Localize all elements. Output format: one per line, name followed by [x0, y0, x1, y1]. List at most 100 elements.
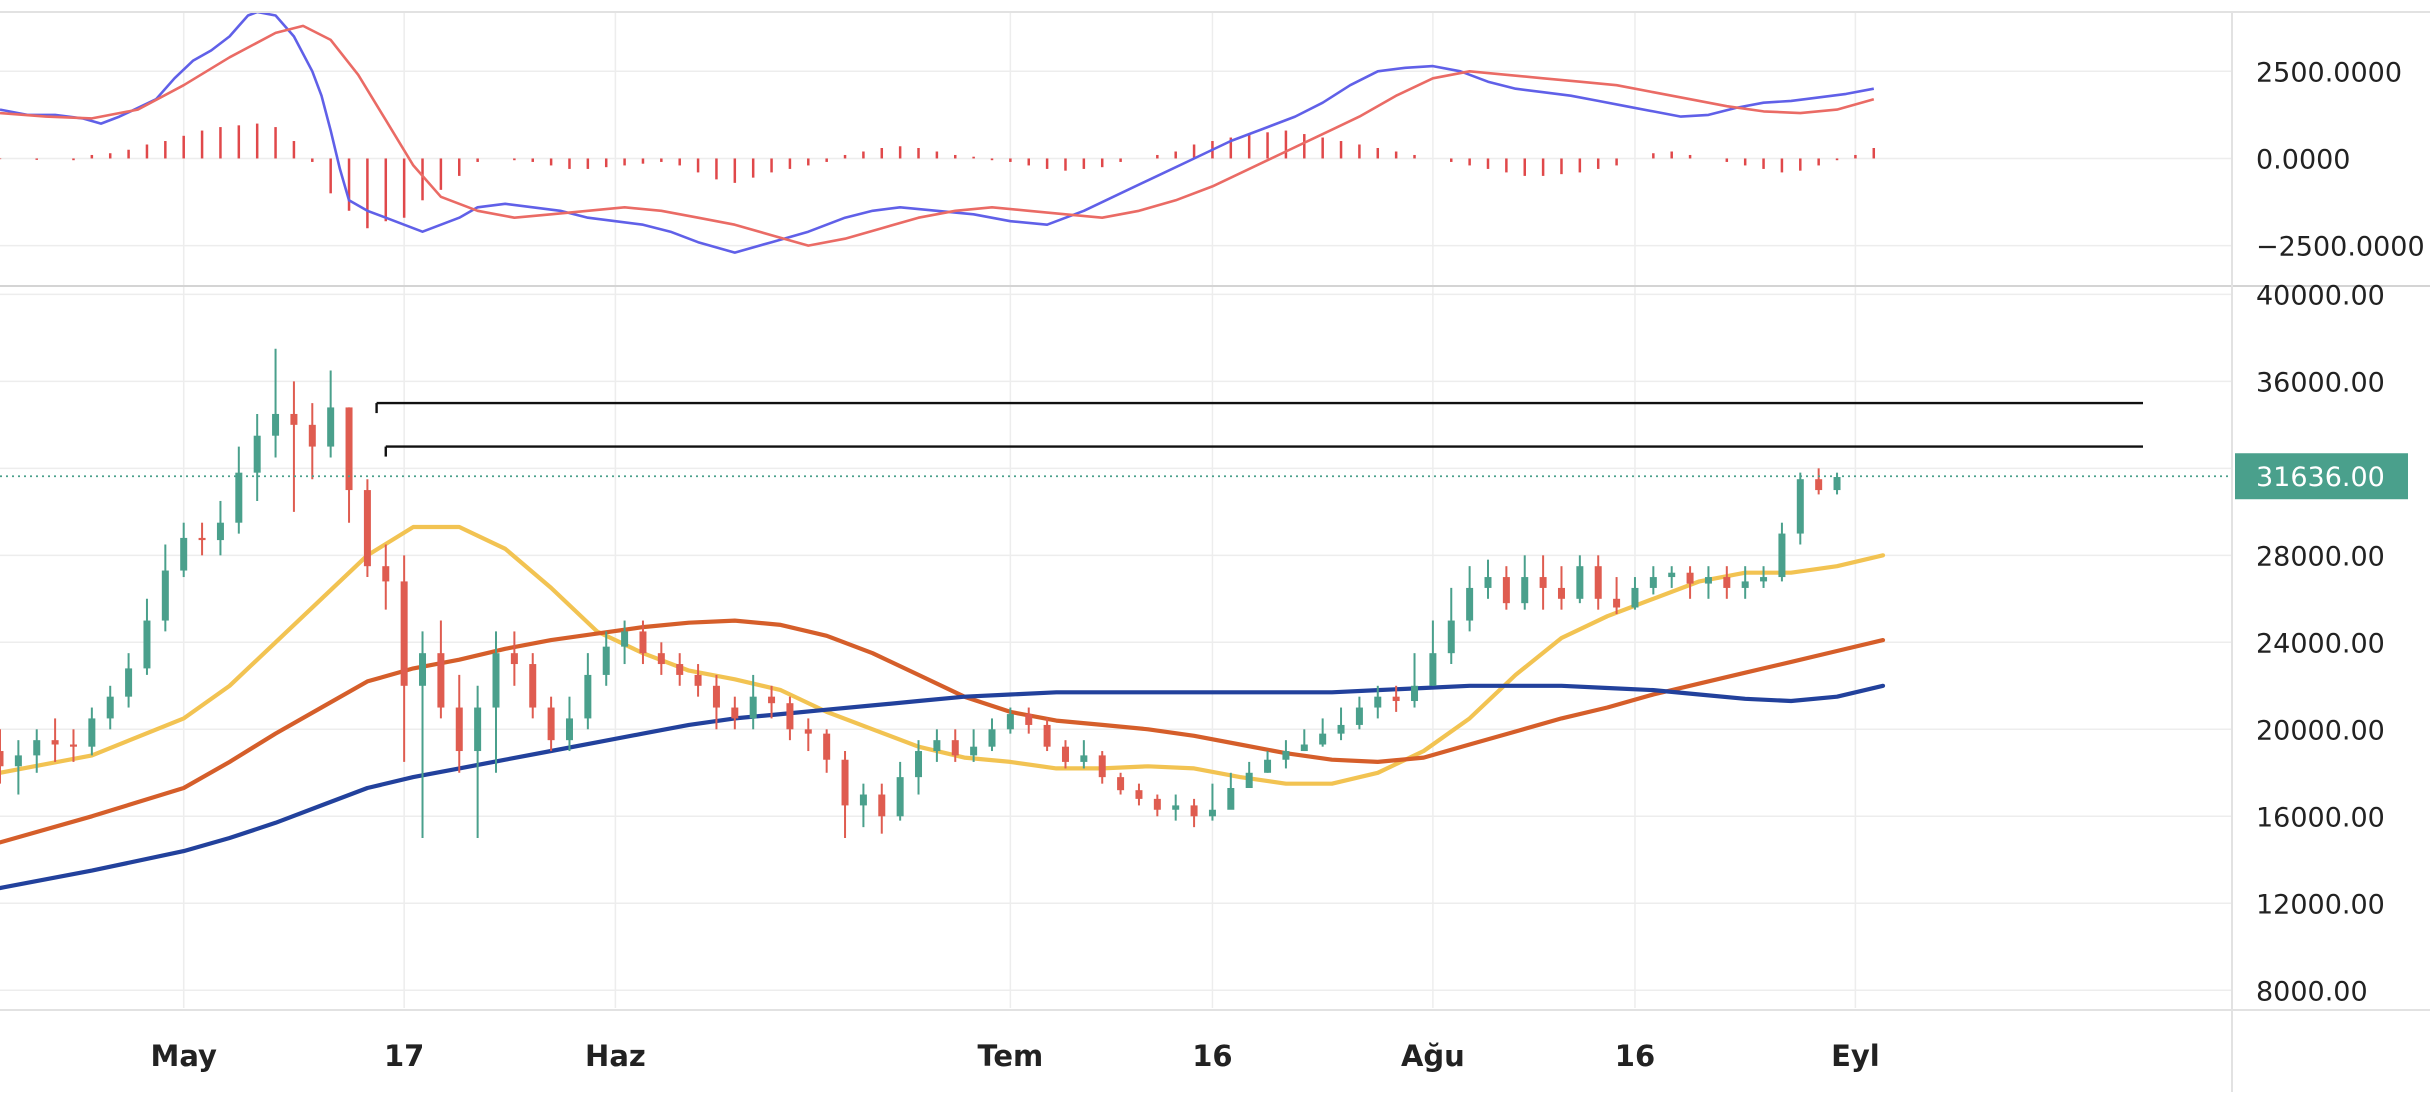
candle-body-up — [272, 413, 280, 436]
candle-body-up — [1447, 620, 1455, 654]
candle-body-up — [1521, 577, 1529, 604]
candle-body-up — [970, 746, 978, 756]
moving-average-line — [0, 683, 1886, 891]
candle-body-down — [0, 751, 4, 767]
price-panel — [0, 348, 2143, 891]
candle-body-up — [216, 522, 224, 541]
candle-body-down — [1613, 598, 1621, 608]
candle-body-up — [1760, 577, 1768, 582]
candle-body-down — [510, 653, 518, 665]
axes: 40000.00 36000.00 28000.00 24000.00 20000.00… — [0, 11, 2430, 1092]
candle-body-up — [1741, 581, 1749, 588]
candle-body-down — [639, 631, 647, 654]
grid — [0, 12, 2232, 1008]
candle-body-down — [676, 664, 684, 675]
time-tick-label: Tem — [977, 1039, 1043, 1073]
candle-body-down — [1190, 805, 1198, 817]
candle-body-up — [106, 696, 114, 719]
moving-average-line — [0, 524, 1886, 786]
candle-body-up — [125, 668, 133, 697]
macd-tick-label: 0.0000 — [2256, 144, 2350, 175]
candle-body-up — [1576, 566, 1584, 599]
candle-body-down — [345, 407, 353, 491]
candle-body-up — [1355, 707, 1363, 725]
candle-body-up — [1282, 751, 1290, 760]
price-tick-label: 16000.00 — [2256, 802, 2385, 833]
macd-panel — [0, 12, 1876, 254]
candle-body-down — [363, 490, 371, 567]
candle-body-down — [1061, 746, 1069, 762]
candle-body-down — [694, 674, 702, 686]
time-tick-label: 16 — [1192, 1039, 1232, 1073]
candle-body-up — [1245, 772, 1253, 789]
candle-body-down — [51, 740, 59, 745]
candle-body-down — [878, 794, 886, 817]
candle-body-up — [602, 646, 610, 675]
time-tick-label: May — [150, 1039, 217, 1073]
time-tick-label: Eyl — [1831, 1039, 1880, 1073]
candle-body-up — [1006, 714, 1014, 730]
candle-body-up — [584, 674, 592, 719]
candle-body-up — [565, 718, 573, 741]
candle-body-down — [1723, 577, 1731, 588]
candle-body-down — [400, 581, 408, 686]
candle-body-down — [1815, 479, 1823, 491]
macd-tick-label: 2500.0000 — [2256, 57, 2402, 88]
candle-body-up — [1300, 744, 1308, 752]
candle-body-up — [1337, 724, 1345, 734]
candle-body-up — [33, 740, 41, 756]
candle-body-down — [1557, 587, 1565, 599]
candle-body-up — [749, 696, 757, 719]
candle-body-down — [1098, 755, 1106, 778]
candle-body-up — [14, 755, 22, 767]
candle-body-up — [180, 537, 188, 571]
candle-body-up — [1833, 477, 1841, 491]
candle-body-up — [327, 407, 335, 447]
macd-tick-labels: 2500.0000 0.0000 −2500.0000 — [2256, 57, 2425, 262]
time-tick-label: Ağu — [1401, 1039, 1465, 1073]
candle-body-up — [1631, 587, 1639, 608]
candle-body-up — [1264, 759, 1272, 773]
candle-body-down — [547, 707, 555, 741]
candle-body-up — [1668, 572, 1676, 578]
candle-body-down — [1594, 566, 1602, 599]
candle-body-up — [253, 435, 261, 473]
candle-body-up — [1778, 533, 1786, 578]
price-tick-label: 40000.00 — [2256, 280, 2385, 311]
candle-body-down — [1117, 777, 1125, 791]
time-tick-label: 16 — [1615, 1039, 1655, 1073]
candle-body-down — [198, 537, 206, 541]
candle-body-up — [896, 777, 904, 817]
candle-body-up — [915, 751, 923, 778]
candle-body-up — [859, 794, 867, 806]
candle-body-down — [1502, 577, 1510, 604]
candle-body-down — [1043, 724, 1051, 747]
last-price-badge — [2235, 453, 2408, 500]
time-tick-label: Haz — [585, 1039, 646, 1073]
candle-body-up — [1227, 788, 1235, 810]
candle-body-up — [474, 707, 482, 752]
time-tick-label: 17 — [384, 1039, 424, 1073]
candle-body-up — [1208, 809, 1216, 817]
candle-body-down — [804, 729, 812, 734]
price-tick-label: 36000.00 — [2256, 367, 2385, 398]
candle-body-down — [437, 653, 445, 708]
candle-body-up — [1649, 577, 1657, 588]
candle-body-down — [290, 413, 298, 425]
candle-body-down — [768, 696, 776, 704]
candle-body-down — [841, 759, 849, 806]
candle-body-up — [1319, 733, 1327, 745]
price-tick-label: 20000.00 — [2256, 715, 2385, 746]
candle-body-up — [988, 729, 996, 747]
last-price-label: 31636.00 — [2256, 462, 2385, 493]
candle-body-up — [1374, 696, 1382, 708]
candle-body-up — [933, 740, 941, 752]
candle-body-up — [1704, 577, 1712, 584]
candle-body-up — [419, 653, 427, 686]
candle-body-down — [1686, 572, 1694, 584]
candle-body-down — [951, 740, 959, 756]
candle-body-down — [657, 653, 665, 665]
price-tick-label: 24000.00 — [2256, 628, 2385, 659]
